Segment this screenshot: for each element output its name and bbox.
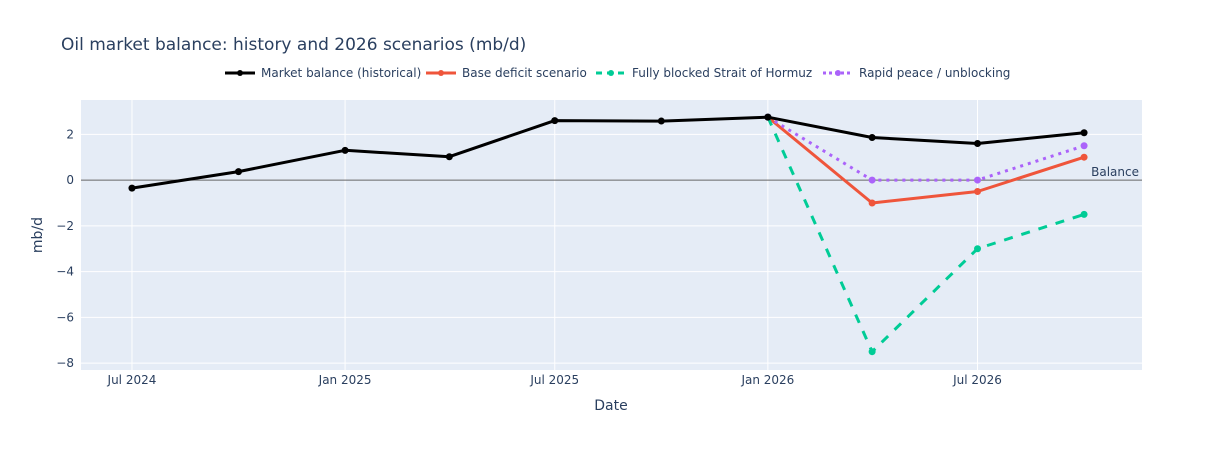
series-0-point-8[interactable]	[974, 139, 982, 147]
legend-label-2: Fully blocked Strait of Hormuz	[632, 66, 812, 80]
series-1-point-1[interactable]	[868, 199, 876, 207]
series-group	[128, 113, 1088, 356]
legend-item-3[interactable]: Rapid peace / unblocking	[823, 66, 1010, 80]
series-3-point-2[interactable]	[974, 176, 982, 184]
series-0-point-0[interactable]	[128, 184, 136, 192]
legend-marker-0	[237, 70, 243, 76]
tick-labels: Jul 2024 Jan 2025 Jul 2025 Jan 2026 Jul 2026…	[56, 127, 1002, 387]
series-3-point-1[interactable]	[868, 176, 876, 184]
y-tick-label-1: 0	[66, 173, 74, 187]
series-line-1	[766, 116, 1085, 205]
grid	[81, 100, 1142, 370]
series-0-point-9[interactable]	[1080, 129, 1088, 137]
series-0-point-4[interactable]	[551, 117, 559, 125]
series-0-point-3[interactable]	[445, 153, 453, 161]
legend-item-2[interactable]: Fully blocked Strait of Hormuz	[596, 66, 812, 80]
annotations: Balance	[1091, 165, 1139, 179]
series-0-point-6[interactable]	[764, 113, 772, 121]
series-line-2	[766, 116, 1085, 354]
y-axis-title: mb/d	[30, 217, 46, 253]
series-0-point-5[interactable]	[657, 117, 665, 125]
annotation-0: Balance	[1091, 165, 1139, 179]
x-tick-label-1: Jan 2025	[318, 373, 372, 387]
y-tick-label-0: 2	[66, 127, 74, 141]
series-0-point-1[interactable]	[235, 168, 243, 176]
series-2-point-1[interactable]	[868, 348, 876, 356]
series-line-0	[131, 115, 1085, 190]
x-tick-label-3: Jan 2026	[740, 373, 794, 387]
y-tick-label-4: −6	[56, 310, 74, 324]
legend-item-1[interactable]: Base deficit scenario	[426, 66, 587, 80]
legend-item-0[interactable]: Market balance (historical)	[225, 66, 421, 80]
legend-marker-2	[608, 70, 614, 76]
y-tick-label-2: −2	[56, 219, 74, 233]
legend[interactable]: Market balance (historical) Base deficit …	[225, 66, 1010, 80]
series-2-point-3[interactable]	[1080, 210, 1088, 218]
chart-title: Oil market balance: history and 2026 sce…	[61, 35, 526, 55]
series-0	[128, 113, 1088, 192]
y-tick-label-3: −4	[56, 265, 74, 279]
series-1-point-2[interactable]	[974, 188, 982, 196]
legend-label-3: Rapid peace / unblocking	[859, 66, 1010, 80]
x-tick-label-2: Jul 2025	[529, 373, 579, 387]
series-1-point-3[interactable]	[1080, 153, 1088, 161]
series-3-point-3[interactable]	[1080, 142, 1088, 150]
legend-marker-3	[835, 70, 841, 76]
y-tick-label-5: −8	[56, 356, 74, 370]
series-0-point-7[interactable]	[868, 134, 876, 142]
legend-label-0: Market balance (historical)	[261, 66, 421, 80]
series-0-point-2[interactable]	[341, 146, 349, 154]
legend-label-1: Base deficit scenario	[462, 66, 587, 80]
x-tick-label-4: Jul 2026	[952, 373, 1002, 387]
legend-marker-1	[438, 70, 444, 76]
x-tick-label-0: Jul 2024	[107, 373, 157, 387]
x-axis-title: Date	[594, 398, 627, 414]
series-2-point-2[interactable]	[974, 245, 982, 253]
plot-background	[81, 100, 1142, 370]
